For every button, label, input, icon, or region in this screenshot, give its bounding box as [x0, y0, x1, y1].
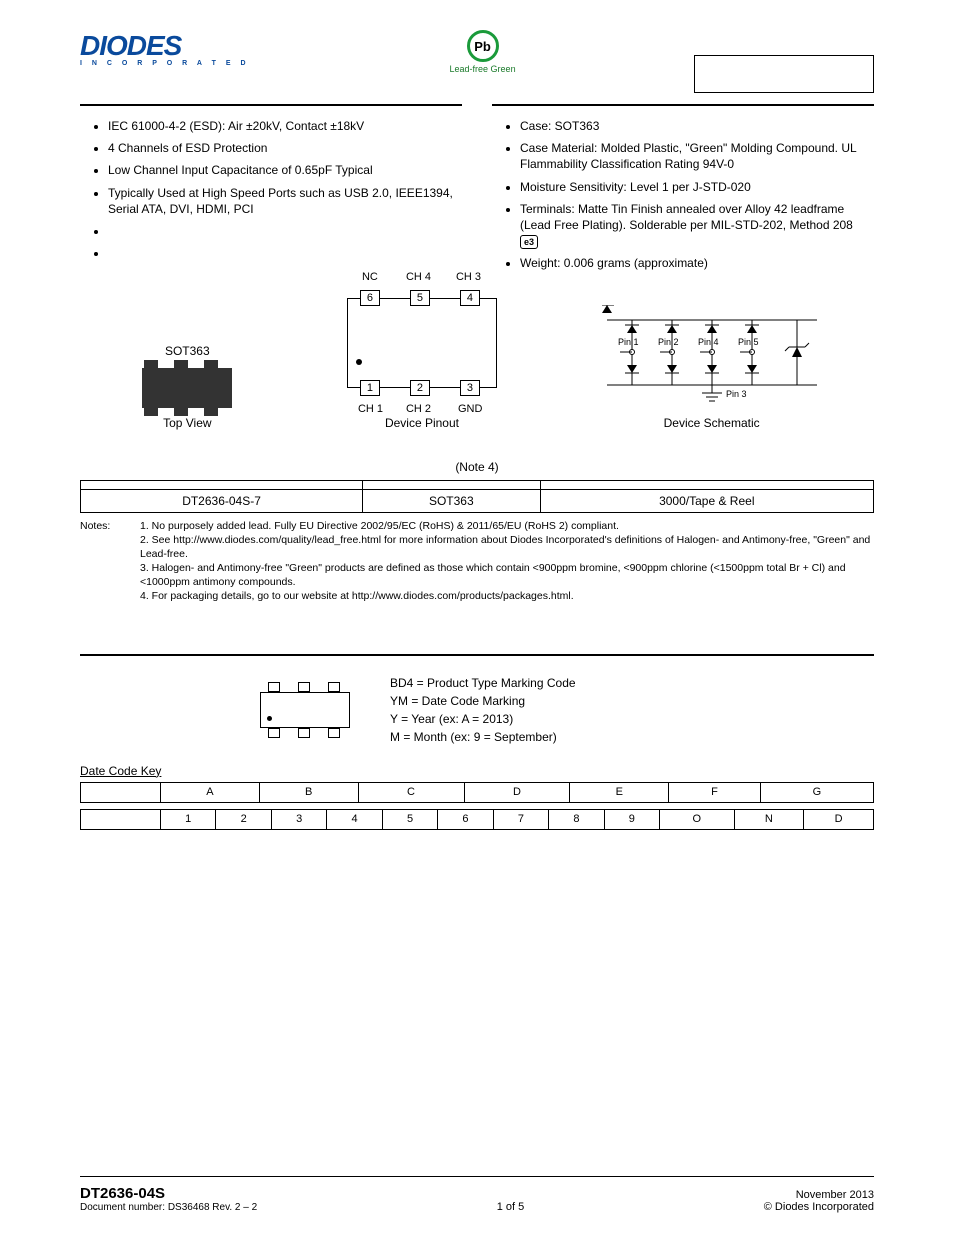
pin-3: 3: [460, 380, 480, 396]
legend-line: M = Month (ex: 9 = September): [390, 728, 576, 746]
note-item: 2. See http://www.diodes.com/quality/lea…: [140, 533, 874, 561]
svg-text:Pin 4: Pin 4: [698, 337, 719, 347]
table-header: [81, 480, 363, 489]
table-header: [363, 480, 540, 489]
feature-item: Low Channel Input Capacitance of 0.65pF …: [108, 162, 462, 178]
datekey-label: Date Code Key: [80, 764, 874, 778]
marking-legend: BD4 = Product Type Marking Code YM = Dat…: [390, 674, 576, 746]
pinout-diagram: 6 5 4 1 2 3 NC CH 4 CH 3 CH 1 CH 2 GND D…: [347, 298, 497, 430]
page-footer: DT2636-04S Document number: DS36468 Rev.…: [80, 1176, 874, 1213]
mechdata-col: Case: SOT363 Case Material: Molded Plast…: [492, 94, 874, 278]
sot-label: SOT363: [132, 344, 242, 358]
schematic-svg: Pin 1 Pin 2 Pin 4: [602, 305, 822, 405]
features-list: IEC 61000-4-2 (ESD): Air ±20kV, Contact …: [80, 118, 462, 261]
marking-row: BD4 = Product Type Marking Code YM = Dat…: [260, 674, 874, 746]
table-row: 1 2 3 4 5 6 7 8 9 O N D: [81, 809, 874, 829]
ordering-table: DT2636-04S-7 SOT363 3000/Tape & Reel: [80, 480, 874, 513]
title-box: [694, 55, 874, 93]
pin-6: 6: [360, 290, 380, 306]
mech-item: Case Material: Molded Plastic, "Green" M…: [520, 140, 874, 172]
features-col: IEC 61000-4-2 (ESD): Air ±20kV, Contact …: [80, 94, 462, 278]
note-item: 4. For packaging details, go to our webs…: [140, 589, 874, 603]
note-item: 3. Halogen- and Antimony-free "Green" pr…: [140, 561, 874, 589]
package: SOT363: [363, 489, 540, 512]
legend-line: BD4 = Product Type Marking Code: [390, 674, 576, 692]
pinout-caption: Device Pinout: [347, 416, 497, 430]
feature-item: Typically Used at High Speed Ports such …: [108, 185, 462, 217]
svg-text:Pin 3: Pin 3: [726, 389, 747, 399]
pin-5: 5: [410, 290, 430, 306]
legend-line: Y = Year (ex: A = 2013): [390, 710, 576, 728]
table-row: A B C D E F G: [81, 782, 874, 802]
features-row: IEC 61000-4-2 (ESD): Air ±20kV, Contact …: [80, 94, 874, 278]
table-row: DT2636-04S-7 SOT363 3000/Tape & Reel: [81, 489, 874, 512]
pb-icon: Pb: [467, 30, 499, 62]
page-number: 1 of 5: [497, 1201, 525, 1213]
feature-item: [108, 223, 462, 239]
pin-2: 2: [410, 380, 430, 396]
footer-docnumber: Document number: DS36468 Rev. 2 – 2: [80, 1202, 257, 1213]
mech-item: Moisture Sensitivity: Level 1 per J-STD-…: [520, 179, 874, 195]
page-header: DIODES I N C O R P O R A T E D Pb Lead-f…: [80, 30, 874, 74]
top-view-diagram: SOT363 Top View: [132, 344, 242, 430]
diodes-logo: DIODES I N C O R P O R A T E D: [80, 30, 250, 67]
note-item: 1. No purposely added lead. Fully EU Dir…: [140, 519, 874, 533]
feature-item: 4 Channels of ESD Protection: [108, 140, 462, 156]
footer-date: November 2013: [764, 1189, 874, 1201]
footer-right: November 2013 © Diodes Incorporated: [764, 1189, 874, 1213]
notes-label: Notes:: [80, 519, 140, 604]
sot-chip-icon: [142, 368, 232, 408]
svg-text:Pin 2: Pin 2: [658, 337, 679, 347]
top-view-caption: Top View: [132, 416, 242, 430]
table-header: [540, 480, 873, 489]
mechdata-list: Case: SOT363 Case Material: Molded Plast…: [492, 118, 874, 272]
part-number: DT2636-04S-7: [81, 489, 363, 512]
mech-item: Case: SOT363: [520, 118, 874, 134]
month-table: 1 2 3 4 5 6 7 8 9 O N D: [80, 809, 874, 830]
pin-4: 4: [460, 290, 480, 306]
pin-1: 1: [360, 380, 380, 396]
qty: 3000/Tape & Reel: [540, 489, 873, 512]
pin1-dot-icon: [267, 716, 272, 721]
notes-body: 1. No purposely added lead. Fully EU Dir…: [140, 519, 874, 604]
diagram-row: SOT363 Top View 6 5 4 1 2 3 NC CH 4 CH 3…: [80, 298, 874, 430]
footer-copyright: © Diodes Incorporated: [764, 1201, 874, 1213]
pb-caption: Lead-free Green: [450, 64, 516, 74]
schematic-caption: Device Schematic: [602, 416, 822, 430]
logo-subtext: I N C O R P O R A T E D: [80, 60, 250, 67]
logo-text: DIODES: [80, 30, 250, 62]
schematic-diagram: Pin 1 Pin 2 Pin 4: [602, 305, 822, 430]
note4-label: (Note 4): [80, 460, 874, 474]
svg-text:Pin 1: Pin 1: [618, 337, 639, 347]
footer-partnumber: DT2636-04S: [80, 1185, 257, 1202]
feature-item: [108, 245, 462, 261]
pin1-dot-icon: [356, 359, 362, 365]
footer-left: DT2636-04S Document number: DS36468 Rev.…: [80, 1185, 257, 1213]
leadfree-badge: Pb Lead-free Green: [450, 30, 516, 74]
year-table: A B C D E F G: [80, 782, 874, 803]
mech-item: Weight: 0.006 grams (approximate): [520, 255, 874, 271]
mech-item: Terminals: Matte Tin Finish annealed ove…: [520, 201, 874, 250]
feature-item: IEC 61000-4-2 (ESD): Air ±20kV, Contact …: [108, 118, 462, 134]
svg-text:Pin 5: Pin 5: [738, 337, 759, 347]
marking-chip-icon: [260, 692, 350, 728]
e3-icon: e3: [520, 235, 538, 249]
legend-line: YM = Date Code Marking: [390, 692, 576, 710]
pinout-box: 6 5 4 1 2 3 NC CH 4 CH 3 CH 1 CH 2 GND: [347, 298, 497, 388]
notes-block: Notes: 1. No purposely added lead. Fully…: [80, 519, 874, 604]
